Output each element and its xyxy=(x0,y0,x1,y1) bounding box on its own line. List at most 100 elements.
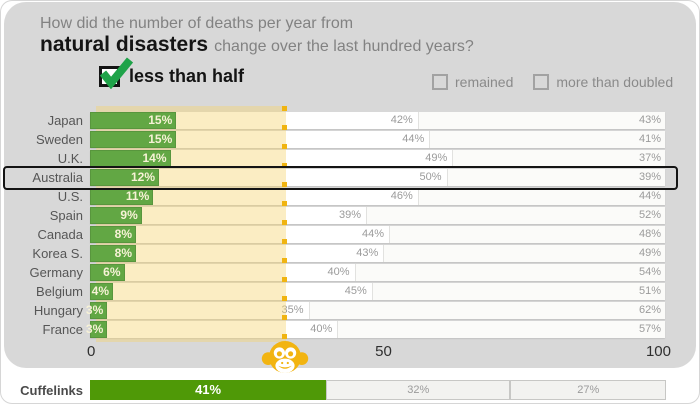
remained-checkbox[interactable] xyxy=(432,74,448,90)
bar-value-remained: 39% xyxy=(338,209,361,221)
legend-item-doubled: more than doubled xyxy=(533,74,673,90)
bar-value-remained: 50% xyxy=(419,171,442,183)
bar-value-less-than-half: 12% xyxy=(130,170,155,184)
footer-label: Cuffelinks xyxy=(20,382,83,398)
country-label: U.K. xyxy=(57,151,83,166)
bar-segment-more-than-doubled xyxy=(371,283,665,300)
bar-segment-less-than-half: 11% xyxy=(90,188,154,205)
bar-value-remained: 40% xyxy=(310,323,333,335)
bar-value-more-than-doubled: 37% xyxy=(638,152,661,164)
bar-value-more-than-doubled: 43% xyxy=(638,114,661,126)
x-tick-100: 100 xyxy=(645,343,671,360)
chart-row: U.K. 14% 49% 37% xyxy=(6,150,694,167)
bar-value-remained: 42% xyxy=(390,114,413,126)
footer-row: Cuffelinks 41% 32% 27% xyxy=(6,380,666,400)
bar-value-remained: 45% xyxy=(344,285,367,297)
bar-segment-less-than-half: 12% xyxy=(90,169,159,186)
bar-segment-more-than-doubled xyxy=(366,207,665,224)
stacked-bar: 11% 46% 44% xyxy=(90,188,665,205)
bar-value-less-than-half: 15% xyxy=(148,132,173,146)
bar-segment-more-than-doubled xyxy=(383,245,665,262)
country-label: U.S. xyxy=(57,189,83,204)
country-label: Australia xyxy=(32,170,83,185)
chart-row: Germany 6% 40% 54% xyxy=(6,264,694,281)
checkmark-icon xyxy=(99,57,134,89)
bar-value-less-than-half: 15% xyxy=(148,113,173,127)
bar-value-less-than-half: 14% xyxy=(142,151,167,165)
footer-segment-remained: 32% xyxy=(326,380,511,400)
stacked-bar: 14% 49% 37% xyxy=(90,150,665,167)
country-label: Germany xyxy=(29,265,83,280)
bar-segment-more-than-doubled xyxy=(354,264,665,281)
question-rest: change over the last hundred years? xyxy=(214,38,474,55)
bar-value-less-than-half: 3% xyxy=(85,322,104,336)
bar-segment-more-than-doubled xyxy=(337,321,665,338)
country-label: Korea S. xyxy=(32,246,83,261)
stacked-bar: 6% 40% 54% xyxy=(90,264,665,281)
chart-rows: Japan 15% 42% 43% Sweden 15% 44% 41% U.K. 14% 49% 3… xyxy=(6,112,694,340)
x-tick-0: 0 xyxy=(87,343,96,360)
bar-segment-less-than-half: 14% xyxy=(90,150,171,167)
chart-row: U.S. 11% 46% 44% xyxy=(6,188,694,205)
bar-value-more-than-doubled: 44% xyxy=(638,190,661,202)
chart-row: Australia 12% 50% 39% xyxy=(6,169,694,186)
bar-segment-more-than-doubled xyxy=(452,150,665,167)
legend: remained more than doubled xyxy=(432,74,673,90)
chart-row: Japan 15% 42% 43% xyxy=(6,112,694,129)
footer-bar: 41% 32% 27% xyxy=(90,380,666,400)
answer-label: less than half xyxy=(129,66,245,86)
bar-value-more-than-doubled: 57% xyxy=(638,323,661,335)
bar-value-more-than-doubled: 62% xyxy=(638,304,661,316)
chart-row: Belgium 4% 45% 51% xyxy=(6,283,694,300)
bar-value-less-than-half: 8% xyxy=(114,227,132,241)
bar-value-remained: 44% xyxy=(361,228,384,240)
bar-value-remained: 43% xyxy=(356,247,379,259)
bar-value-remained: 35% xyxy=(281,304,304,316)
stacked-bar: 15% 44% 41% xyxy=(90,131,665,148)
chart-row: Canada 8% 44% 48% xyxy=(6,226,694,243)
bar-segment-more-than-doubled xyxy=(417,112,665,129)
stacked-bar: 9% 39% 52% xyxy=(90,207,665,224)
stacked-bar: 3% 35% 62% xyxy=(86,302,665,319)
bar-segment-less-than-half: 15% xyxy=(90,131,177,148)
bar-value-less-than-half: 9% xyxy=(120,208,138,222)
bar-value-more-than-doubled: 52% xyxy=(638,209,661,221)
bar-value-remained: 44% xyxy=(402,133,425,145)
bar-value-remained: 49% xyxy=(425,152,448,164)
chart-row: Korea S. 8% 43% 49% xyxy=(6,245,694,262)
bar-segment-less-than-half: 8% xyxy=(90,245,136,262)
stacked-bar: 3% 40% 57% xyxy=(86,321,665,338)
footer-segment-more-than-doubled: 27% xyxy=(510,380,666,400)
stacked-bar: 12% 50% 39% xyxy=(90,169,665,186)
country-label: France xyxy=(42,322,83,337)
doubled-checkbox[interactable] xyxy=(533,74,550,90)
question-line1: How did the number of deaths per year fr… xyxy=(40,15,354,32)
x-axis: 0 50 100 xyxy=(87,343,671,361)
doubled-label: more than doubled xyxy=(556,74,674,90)
bar-value-remained: 40% xyxy=(327,266,350,278)
chart-row: Sweden 15% 44% 41% xyxy=(6,131,694,148)
question-line2: natural disasters change over the last hu… xyxy=(40,33,474,57)
stacked-bar: 4% 45% 51% xyxy=(90,283,665,300)
chart-row: France 3% 40% 57% xyxy=(6,321,694,338)
bar-segment-more-than-doubled xyxy=(446,169,665,186)
country-label: Belgium xyxy=(36,284,83,299)
bar-value-less-than-half: 11% xyxy=(125,189,150,203)
answer-checkbox[interactable] xyxy=(99,57,134,89)
country-label: Canada xyxy=(37,227,83,242)
stacked-bar: 8% 43% 49% xyxy=(90,245,665,262)
bar-value-more-than-doubled: 51% xyxy=(638,285,661,297)
legend-item-remained: remained xyxy=(432,74,513,90)
bar-segment-less-than-half: 15% xyxy=(90,112,177,129)
country-label: Japan xyxy=(47,113,83,128)
bar-segment-less-than-half: 6% xyxy=(90,264,125,281)
question-topic: natural disasters xyxy=(40,33,209,56)
footer-segment-less-than-half: 41% xyxy=(90,380,327,400)
bar-value-more-than-doubled: 54% xyxy=(638,266,661,278)
stacked-bar: 8% 44% 48% xyxy=(90,226,665,243)
country-label: Hungary xyxy=(33,303,83,318)
bar-value-less-than-half: 6% xyxy=(103,265,121,279)
bar-segment-more-than-doubled xyxy=(417,188,665,205)
country-label: Sweden xyxy=(36,132,83,147)
